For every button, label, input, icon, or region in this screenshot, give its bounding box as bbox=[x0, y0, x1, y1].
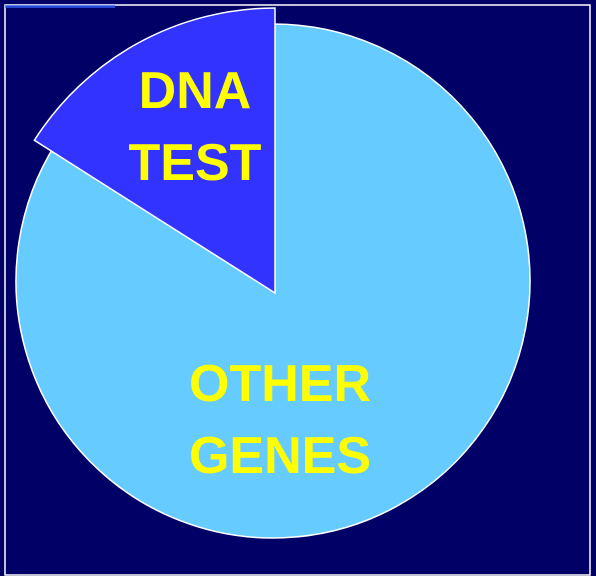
slice-label: OTHER GENES bbox=[188, 355, 372, 485]
frame bbox=[4, 4, 591, 576]
pie-slice bbox=[15, 23, 531, 539]
accent bbox=[5, 5, 115, 8]
slice-label: DNA TEST bbox=[128, 62, 262, 192]
pie-slice bbox=[33, 7, 276, 295]
